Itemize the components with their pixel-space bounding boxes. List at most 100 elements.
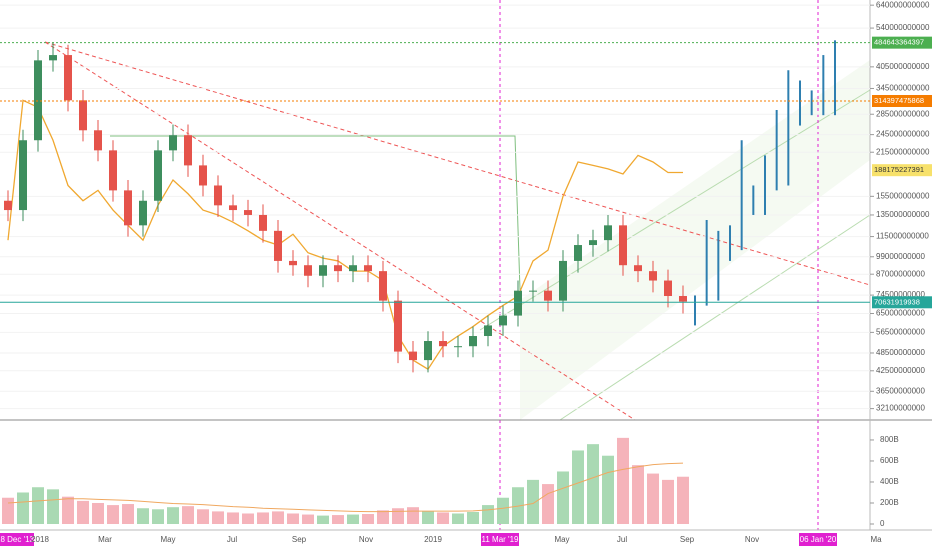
volume-bar (677, 476, 689, 524)
candle-body (154, 150, 162, 201)
level (110, 135, 521, 291)
y-tick-label: 65000000000 (876, 309, 925, 318)
time-label-bg (481, 533, 519, 546)
volume-bar (167, 507, 179, 524)
candle-body (214, 185, 222, 206)
price-label: 484643364397 (874, 38, 924, 47)
x-tick-label: Mar (98, 535, 112, 544)
x-tick-label: 06 Jan '20 (800, 535, 837, 544)
candle-body (574, 245, 582, 261)
volume-bar (332, 515, 344, 524)
volume-tick-label: 400B (880, 477, 899, 486)
x-tick-label: 2019 (424, 535, 442, 544)
volume-bar (212, 511, 224, 524)
volume-bar (512, 487, 524, 524)
volume-bar (257, 512, 269, 524)
candle-body (199, 165, 207, 186)
volume-bar (632, 465, 644, 524)
y-tick-label: 74500000000 (876, 290, 925, 299)
volume-bar (197, 509, 209, 524)
candle-body (454, 346, 462, 348)
volume-tick-label: 200B (880, 498, 899, 507)
candle-body (469, 336, 477, 347)
price-label-bg (872, 296, 932, 309)
y-tick-label: 540000000000 (876, 23, 930, 32)
volume-bar (122, 504, 134, 524)
volume-bar (272, 511, 284, 524)
x-tick-label: Nov (359, 535, 373, 544)
price-label-bg (872, 36, 932, 49)
price-label-bg (872, 164, 932, 177)
candle-body (244, 210, 252, 215)
candle-body (664, 280, 672, 297)
x-tick-label: 2018 (31, 535, 49, 544)
candle-body (319, 265, 327, 276)
candle-body (409, 351, 417, 361)
channel-edge (479, 89, 871, 331)
volume-bar (47, 489, 59, 524)
volume-bar (392, 508, 404, 524)
candle-body (289, 260, 297, 266)
volume-bar (377, 510, 389, 524)
candle-body (184, 135, 192, 166)
price-label-bg (872, 94, 932, 107)
channel-edge (559, 214, 871, 421)
volume-bar (467, 511, 479, 524)
volume-bar (227, 512, 239, 524)
candle-body (394, 300, 402, 352)
volume-bar (107, 505, 119, 524)
volume-bar (602, 455, 614, 524)
candle-body (274, 230, 282, 261)
y-tick-label: 115000000000 (876, 232, 929, 241)
volume-bar (572, 450, 584, 524)
volume-tick-label: 600B (880, 456, 899, 465)
volume-bar (407, 507, 419, 524)
volume-bar (242, 513, 254, 524)
x-tick-label: May (554, 535, 569, 544)
candle-body (634, 265, 642, 272)
price-label: 314397475868 (874, 96, 924, 105)
candle-body (484, 325, 492, 337)
volume-bar (497, 497, 509, 524)
candle-body (379, 271, 387, 301)
volume-bar (557, 471, 569, 524)
x-tick-label: May (160, 535, 175, 544)
y-tick-label: 245000000000 (876, 130, 930, 139)
candle-body (679, 296, 687, 302)
candle-body (304, 265, 312, 276)
y-tick-label: 99000000000 (876, 252, 925, 261)
trendline (44, 41, 636, 421)
volume-bar (587, 444, 599, 524)
x-tick-label: 11 Mar '19 (482, 535, 520, 544)
volume-bar (32, 487, 44, 524)
x-tick-label: Nov (745, 535, 759, 544)
volume-bar (317, 515, 329, 524)
candle-body (544, 290, 552, 301)
candle-body (604, 225, 612, 241)
candle-body (229, 205, 237, 211)
candle-body (649, 271, 657, 281)
volume-bar (527, 479, 539, 524)
x-tick-label: Jul (617, 535, 627, 544)
candle-body (349, 265, 357, 272)
y-tick-label: 405000000000 (876, 62, 930, 71)
candle-body (49, 55, 57, 61)
candle-body (94, 130, 102, 151)
candle-body (334, 265, 342, 272)
y-tick-label: 285000000000 (876, 109, 930, 118)
volume-bar (347, 514, 359, 524)
volume-ma (7, 462, 684, 513)
x-tick-label: Jul (227, 535, 237, 544)
volume-bar (452, 513, 464, 524)
candle-body (124, 190, 132, 226)
candle-body (259, 214, 267, 231)
volume-bar (662, 479, 674, 524)
volume-bar (437, 512, 449, 524)
volume-bar (482, 505, 494, 524)
volume-bar (137, 508, 149, 524)
volume-bar (17, 492, 29, 524)
candle-body (34, 60, 42, 141)
candle-body (19, 140, 27, 211)
